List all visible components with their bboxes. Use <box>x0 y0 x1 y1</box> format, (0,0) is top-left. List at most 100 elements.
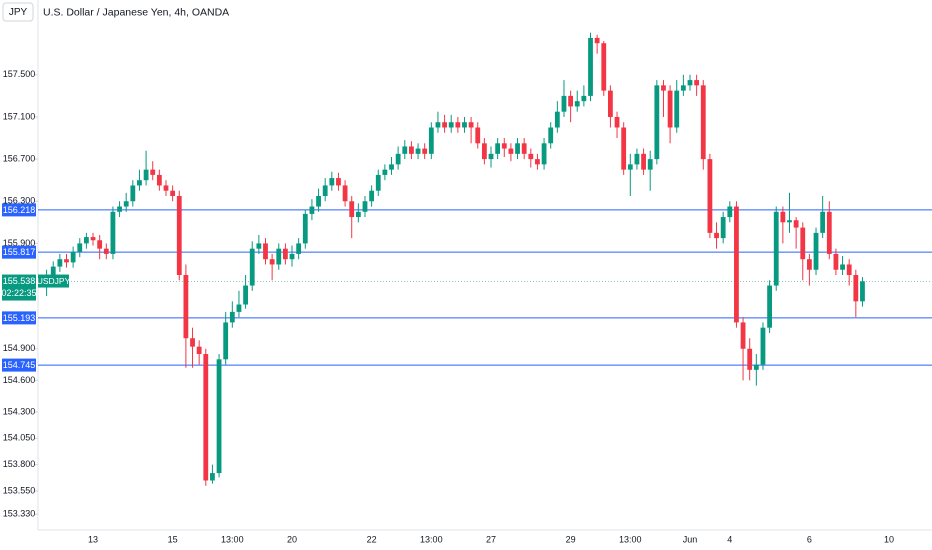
candle-body <box>362 201 368 212</box>
y-tick-label: 154.900 <box>3 343 36 353</box>
x-tick-label: 10 <box>884 534 894 544</box>
candle-body <box>329 178 335 186</box>
candle-body <box>316 195 321 207</box>
candle-body <box>634 153 640 165</box>
y-tick-label: 153.800 <box>3 459 36 469</box>
y-tick-label: 157.100 <box>3 111 36 121</box>
candle-body <box>170 190 176 196</box>
last-price-label: 155.538 <box>3 276 36 286</box>
candle-body <box>674 90 680 128</box>
candle-body <box>163 185 169 191</box>
candle-body <box>203 354 209 481</box>
candle-body <box>428 127 434 154</box>
candle-body <box>229 311 235 323</box>
candle-body <box>773 211 779 286</box>
y-tick-label: 154.600 <box>3 375 36 385</box>
candle-body <box>495 143 501 154</box>
y-tick-label: 156.300 <box>3 196 36 206</box>
candle-body <box>846 264 852 276</box>
candle-body <box>641 153 646 170</box>
price-line-tag <box>2 203 36 217</box>
candle-body <box>521 143 527 154</box>
candle-body <box>826 211 832 254</box>
candle-body <box>355 211 361 218</box>
candle-body <box>302 213 308 244</box>
candle-body <box>833 253 839 270</box>
candle-body <box>117 206 122 212</box>
candle-body <box>349 201 355 218</box>
symbol[interactable]: JPY <box>9 7 28 18</box>
candle-body <box>309 206 315 214</box>
y-tick-label: 156.700 <box>3 153 36 163</box>
candle-body <box>753 364 759 370</box>
candle-body <box>409 146 414 154</box>
symbol-tag <box>38 274 69 288</box>
candle-body <box>475 127 481 144</box>
x-tick-label: Jun <box>683 534 698 544</box>
candle-body <box>243 285 248 305</box>
candle-body <box>700 85 706 160</box>
candle-body <box>289 253 295 260</box>
price-line-tag <box>2 245 36 259</box>
x-tick-label: 13:00 <box>221 534 244 544</box>
candle-body <box>389 164 394 170</box>
y-tick-label: 154.050 <box>3 433 36 443</box>
candle-body <box>787 220 792 223</box>
candle-body <box>588 37 593 96</box>
y-tick-label: 157.500 <box>3 69 36 79</box>
candle-body <box>256 243 262 249</box>
countdown: 02:22:35 <box>1 288 36 298</box>
candle-body <box>647 159 653 170</box>
candle-body <box>77 243 83 252</box>
candle-body <box>176 195 182 276</box>
candle-body <box>481 143 487 160</box>
candle-body <box>793 220 799 228</box>
candle-body <box>402 146 408 154</box>
candle-body <box>780 211 786 223</box>
candle-body <box>50 266 56 276</box>
candle-body <box>196 346 202 355</box>
x-tick-label: 13:00 <box>420 534 443 544</box>
candle-body <box>223 322 229 360</box>
candle-body <box>395 153 401 165</box>
candle-body <box>249 248 255 286</box>
candle-body <box>720 217 726 239</box>
y-tick-label: 155.900 <box>3 238 36 248</box>
candle-body <box>103 248 109 254</box>
candle-body <box>448 122 454 128</box>
candle-body <box>528 153 534 160</box>
candle-body <box>296 243 302 254</box>
candle-body <box>110 211 116 254</box>
y-tick-label: 154.300 <box>3 406 36 416</box>
candle-body <box>57 259 63 267</box>
x-tick-label: 22 <box>367 534 377 544</box>
candle-body <box>574 101 580 107</box>
candle-body <box>707 159 713 233</box>
x-tick-label: 13 <box>88 534 98 544</box>
chart-title: U.S. Dollar / Japanese Yen, 4h, OANDA <box>43 6 229 18</box>
candle-body <box>269 259 275 265</box>
overlay: JPY U.S. Dollar / Japanese Yen, 4h, OAND… <box>1 2 229 372</box>
candle-body <box>608 90 613 117</box>
candle-body <box>654 85 660 160</box>
candle-body <box>156 174 162 186</box>
candle-body <box>263 243 268 260</box>
symbol-tag-label: USDJPY <box>37 276 71 286</box>
candle-body <box>840 264 845 270</box>
candle-body <box>800 227 806 260</box>
candle-body <box>860 281 865 302</box>
candle-body <box>853 275 859 302</box>
candle-body <box>70 251 76 263</box>
candle-body <box>190 338 195 347</box>
candle-body <box>820 211 826 233</box>
candle-body <box>680 85 686 91</box>
y-tick-label: 153.330 <box>3 509 36 519</box>
candle-body <box>714 232 719 239</box>
last-price-tag <box>2 274 36 301</box>
symbol-button[interactable] <box>2 2 34 22</box>
candle-body <box>276 248 282 265</box>
candle-body <box>554 111 560 128</box>
candle-body <box>767 285 772 328</box>
candle-body <box>322 185 328 196</box>
